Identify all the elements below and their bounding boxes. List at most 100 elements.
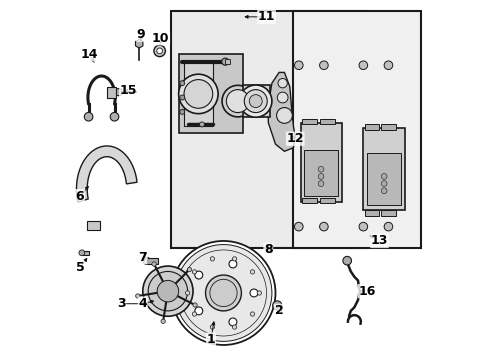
Text: 1: 1 — [207, 333, 215, 346]
Bar — [302, 119, 317, 125]
Circle shape — [187, 267, 192, 272]
Circle shape — [384, 222, 393, 231]
Circle shape — [192, 270, 196, 274]
Text: 9: 9 — [137, 28, 146, 41]
Circle shape — [222, 85, 254, 117]
Circle shape — [205, 275, 242, 311]
Circle shape — [115, 89, 122, 96]
Text: 13: 13 — [371, 234, 388, 247]
Circle shape — [143, 257, 150, 264]
Circle shape — [179, 74, 218, 114]
Circle shape — [319, 222, 328, 231]
Text: 15: 15 — [120, 84, 137, 97]
Bar — [304, 149, 338, 196]
Bar — [179, 54, 243, 134]
Circle shape — [84, 112, 93, 121]
Circle shape — [210, 279, 237, 307]
Bar — [320, 119, 335, 125]
Polygon shape — [76, 146, 137, 202]
Bar — [320, 198, 335, 203]
Circle shape — [210, 257, 215, 261]
Circle shape — [195, 271, 203, 279]
Circle shape — [186, 291, 190, 295]
Circle shape — [381, 188, 387, 194]
Text: 11: 11 — [258, 10, 275, 23]
Circle shape — [294, 61, 303, 69]
Circle shape — [257, 291, 262, 295]
Circle shape — [193, 303, 197, 307]
Circle shape — [318, 181, 324, 186]
Circle shape — [180, 95, 185, 100]
Bar — [147, 258, 158, 264]
Circle shape — [152, 262, 156, 266]
Circle shape — [232, 257, 237, 261]
Circle shape — [278, 78, 287, 88]
Text: 5: 5 — [75, 261, 84, 274]
Circle shape — [232, 325, 237, 329]
Circle shape — [272, 301, 282, 310]
Circle shape — [110, 112, 119, 121]
Circle shape — [381, 174, 387, 179]
Polygon shape — [269, 72, 295, 151]
Circle shape — [384, 61, 393, 69]
Text: 14: 14 — [80, 48, 98, 61]
Circle shape — [172, 241, 275, 345]
Circle shape — [381, 181, 387, 186]
Circle shape — [180, 81, 185, 86]
Bar — [365, 125, 379, 130]
Bar — [243, 85, 270, 117]
Circle shape — [79, 250, 85, 256]
Bar — [381, 211, 395, 216]
Circle shape — [229, 318, 237, 326]
Bar — [302, 198, 317, 203]
Circle shape — [148, 271, 188, 311]
Circle shape — [359, 222, 368, 231]
Circle shape — [184, 80, 213, 108]
Circle shape — [157, 280, 179, 302]
Circle shape — [161, 319, 165, 323]
Text: 8: 8 — [264, 243, 272, 256]
Circle shape — [276, 108, 293, 123]
Circle shape — [199, 122, 204, 127]
Circle shape — [359, 61, 368, 69]
Circle shape — [229, 260, 237, 268]
Bar — [294, 12, 421, 248]
Bar — [367, 153, 401, 205]
Circle shape — [154, 45, 166, 57]
Circle shape — [210, 325, 215, 329]
Circle shape — [143, 266, 193, 316]
Circle shape — [318, 174, 324, 179]
Circle shape — [175, 244, 272, 341]
Text: 3: 3 — [117, 297, 125, 310]
Circle shape — [294, 222, 303, 231]
Bar — [300, 123, 342, 202]
Circle shape — [136, 294, 140, 298]
Circle shape — [250, 270, 255, 274]
Text: 7: 7 — [138, 251, 147, 264]
Circle shape — [221, 58, 229, 65]
Circle shape — [245, 90, 267, 113]
Circle shape — [180, 109, 185, 114]
Bar — [381, 125, 395, 130]
Circle shape — [240, 85, 272, 117]
Circle shape — [277, 92, 288, 103]
Bar — [364, 128, 405, 211]
Bar — [184, 62, 213, 126]
Bar — [107, 87, 116, 98]
Text: 2: 2 — [275, 305, 283, 318]
Bar — [276, 306, 281, 313]
Bar — [365, 211, 379, 216]
Circle shape — [250, 289, 258, 297]
Text: 10: 10 — [152, 32, 170, 45]
Circle shape — [226, 90, 249, 113]
Circle shape — [318, 166, 324, 172]
Circle shape — [180, 250, 267, 336]
Bar — [225, 59, 230, 64]
Circle shape — [157, 48, 163, 54]
Text: 6: 6 — [76, 190, 84, 203]
Text: 16: 16 — [358, 285, 376, 298]
Circle shape — [343, 256, 351, 265]
Bar — [172, 12, 365, 248]
Bar — [87, 221, 100, 230]
Circle shape — [249, 95, 262, 108]
